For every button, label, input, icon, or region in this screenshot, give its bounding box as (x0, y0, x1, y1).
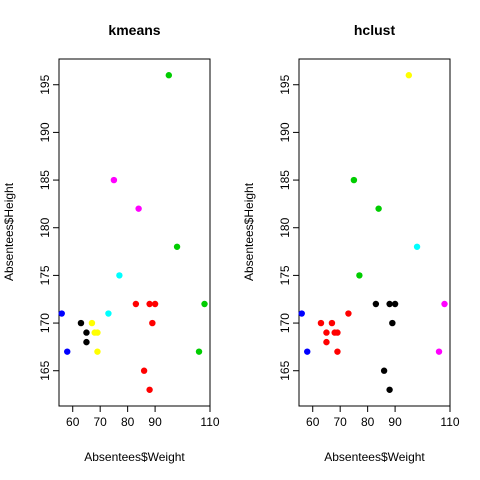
x-tick-label: 70 (94, 415, 108, 429)
hclust-panel: hclust Absentees$Weight Absentees$Height… (242, 22, 460, 464)
scatter-point (389, 319, 396, 327)
x-tick-label: 110 (440, 415, 459, 429)
point-group (58, 72, 208, 393)
x-axis-label: Absentees$Weight (84, 450, 185, 464)
point-group (298, 72, 448, 393)
scatter-point (146, 386, 153, 393)
plot-box (58, 58, 211, 407)
scatter-point (328, 319, 336, 327)
scatter-point (151, 300, 159, 308)
y-tick-label: 195 (38, 74, 52, 94)
x-tick-label: 90 (148, 415, 162, 429)
scatter-point (317, 319, 325, 327)
scatter-point (173, 243, 181, 250)
scatter-point (391, 300, 399, 308)
scatter-point (323, 329, 330, 336)
scatter-point (334, 329, 341, 336)
scatter-point (386, 300, 393, 308)
y-tick-label: 185 (38, 170, 52, 190)
scatter-point (201, 300, 208, 308)
scatter-point (356, 272, 363, 279)
scatter-point (413, 243, 421, 250)
y-tick-label: 190 (38, 122, 52, 142)
scatter-point (132, 300, 140, 308)
x-axis-label: Absentees$Weight (324, 450, 425, 464)
y-axis: 165 170 175 180 185 190 195 (278, 74, 299, 381)
y-tick-label: 180 (38, 217, 52, 237)
scatter-point (116, 272, 123, 279)
scatter-point (435, 348, 443, 355)
scatter-point (64, 348, 71, 355)
scatter-point (298, 310, 305, 317)
y-tick-label: 170 (38, 313, 52, 333)
y-tick-label: 180 (278, 217, 292, 237)
x-tick-label: 70 (334, 415, 348, 429)
scatter-point (105, 310, 112, 317)
scatter-point (350, 176, 358, 184)
scatter-point (386, 386, 393, 393)
scatter-point (304, 348, 311, 355)
plot-box (298, 58, 451, 407)
y-axis-label: Absentees$Height (242, 182, 256, 281)
y-axis: 165 170 175 180 185 190 195 (38, 74, 59, 381)
chart-title: hclust (354, 22, 396, 38)
scatter-point (83, 329, 90, 336)
x-tick-label: 80 (121, 415, 135, 429)
scatter-point (88, 319, 96, 327)
y-tick-label: 175 (38, 265, 52, 285)
y-tick-label: 170 (278, 313, 292, 333)
scatter-point (58, 310, 65, 317)
scatter-point (149, 319, 156, 327)
scatter-point (146, 300, 153, 308)
chart-title: kmeans (108, 22, 160, 38)
scatter-point (165, 72, 173, 79)
y-axis-label: Absentees$Height (2, 182, 16, 281)
y-tick-label: 185 (278, 170, 292, 190)
y-tick-label: 165 (278, 360, 292, 380)
y-tick-label: 175 (278, 265, 292, 285)
scatter-point (77, 319, 85, 327)
y-tick-label: 190 (278, 122, 292, 142)
scatter-point (94, 348, 101, 355)
x-axis: 60 70 80 90 110 (66, 406, 220, 429)
x-tick-label: 90 (388, 415, 402, 429)
scatter-point (83, 338, 90, 346)
scatter-point (110, 176, 118, 184)
scatter-point (323, 338, 330, 346)
y-tick-label: 165 (38, 360, 52, 380)
scatter-point (441, 300, 448, 308)
x-tick-label: 110 (200, 415, 219, 429)
scatter-point (135, 205, 142, 212)
y-tick-label: 195 (278, 74, 292, 94)
scatter-point (195, 348, 203, 355)
scatter-point (405, 72, 413, 79)
x-axis: 60 70 80 90 110 (306, 406, 460, 429)
x-tick-label: 60 (306, 415, 320, 429)
scatter-point (345, 310, 352, 317)
scatter-point (140, 367, 148, 374)
scatter-point (380, 367, 388, 374)
x-tick-label: 60 (66, 415, 80, 429)
kmeans-panel: kmeans Absentees$Weight Absentees$Height… (2, 22, 220, 464)
scatter-point (375, 205, 382, 212)
scatter-point (334, 348, 341, 355)
scatter-point (372, 300, 380, 308)
x-tick-label: 80 (361, 415, 375, 429)
scatter-point (94, 329, 101, 336)
